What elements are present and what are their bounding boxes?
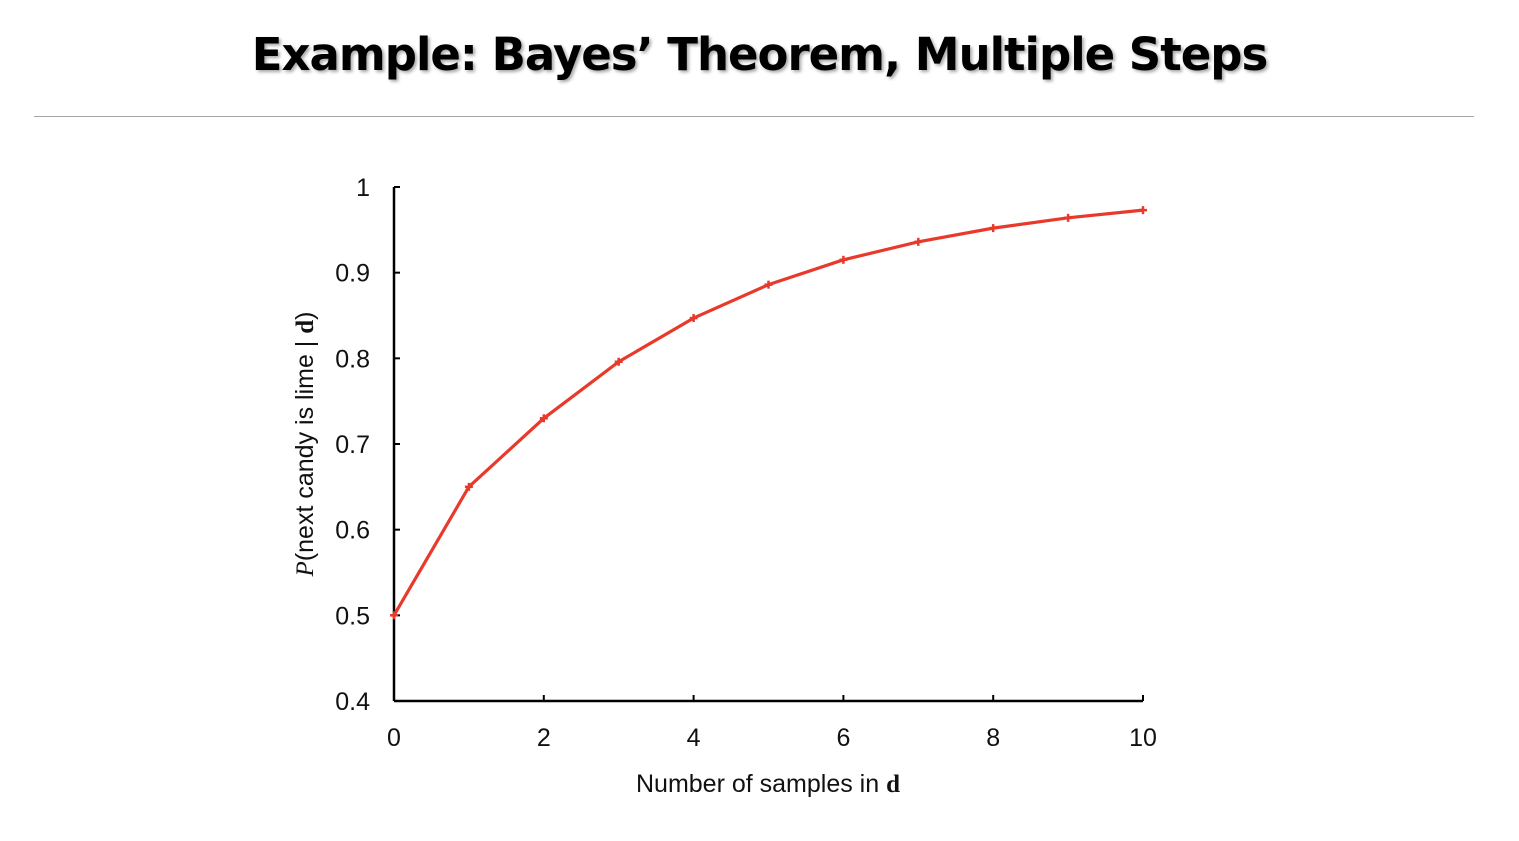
chart-axes — [392, 187, 1143, 703]
data-point — [539, 414, 548, 423]
series-layer — [390, 206, 1147, 620]
y-axis-title-suffix: ) — [291, 312, 319, 320]
data-point — [914, 237, 923, 246]
y-axis-title-bold-var: d — [292, 320, 319, 334]
data-point — [764, 280, 773, 289]
y-axis-title-body: (next candy is lime | — [291, 334, 319, 561]
slide-title: Example: Bayes’ Theorem, Multiple Steps — [251, 28, 1269, 81]
y-tick-label: 0.7 — [335, 431, 370, 459]
x-tick-label: 6 — [836, 724, 850, 752]
y-tick-label: 0.9 — [335, 260, 370, 288]
data-point — [689, 314, 698, 323]
x-tick-label: 8 — [986, 724, 1000, 752]
y-tick-label: 0.8 — [335, 345, 370, 373]
x-tick-label: 0 — [387, 724, 401, 752]
y-tick-label: 0.6 — [335, 517, 370, 545]
y-tick-label: 1 — [356, 174, 370, 202]
data-point — [464, 482, 473, 491]
x-axis-title: Number of samples in d — [636, 770, 900, 798]
x-ticks: 0 2 4 6 8 10 — [387, 695, 1157, 752]
data-point — [1139, 206, 1147, 215]
series-line — [392, 208, 1144, 617]
y-axis-title-var: P — [292, 561, 319, 577]
x-tick-label: 4 — [687, 724, 701, 752]
y-tick-label: 0.4 — [335, 688, 370, 716]
data-point — [390, 611, 398, 620]
data-point — [1064, 213, 1073, 222]
data-point — [989, 224, 998, 233]
y-axis-title: P(next candy is lime | d) — [291, 312, 319, 578]
x-tick-label: 2 — [537, 724, 551, 752]
y-tick-label: 0.5 — [335, 602, 370, 630]
x-axis-title-var: d — [886, 771, 900, 798]
data-point — [839, 255, 848, 264]
title-divider — [34, 116, 1474, 117]
y-ticks: 0.4 0.5 0.6 0.7 0.8 0.9 1 — [335, 174, 400, 716]
x-tick-label: 10 — [1129, 724, 1157, 752]
data-point — [614, 357, 623, 366]
x-axis-title-prefix: Number of samples in — [636, 770, 886, 798]
